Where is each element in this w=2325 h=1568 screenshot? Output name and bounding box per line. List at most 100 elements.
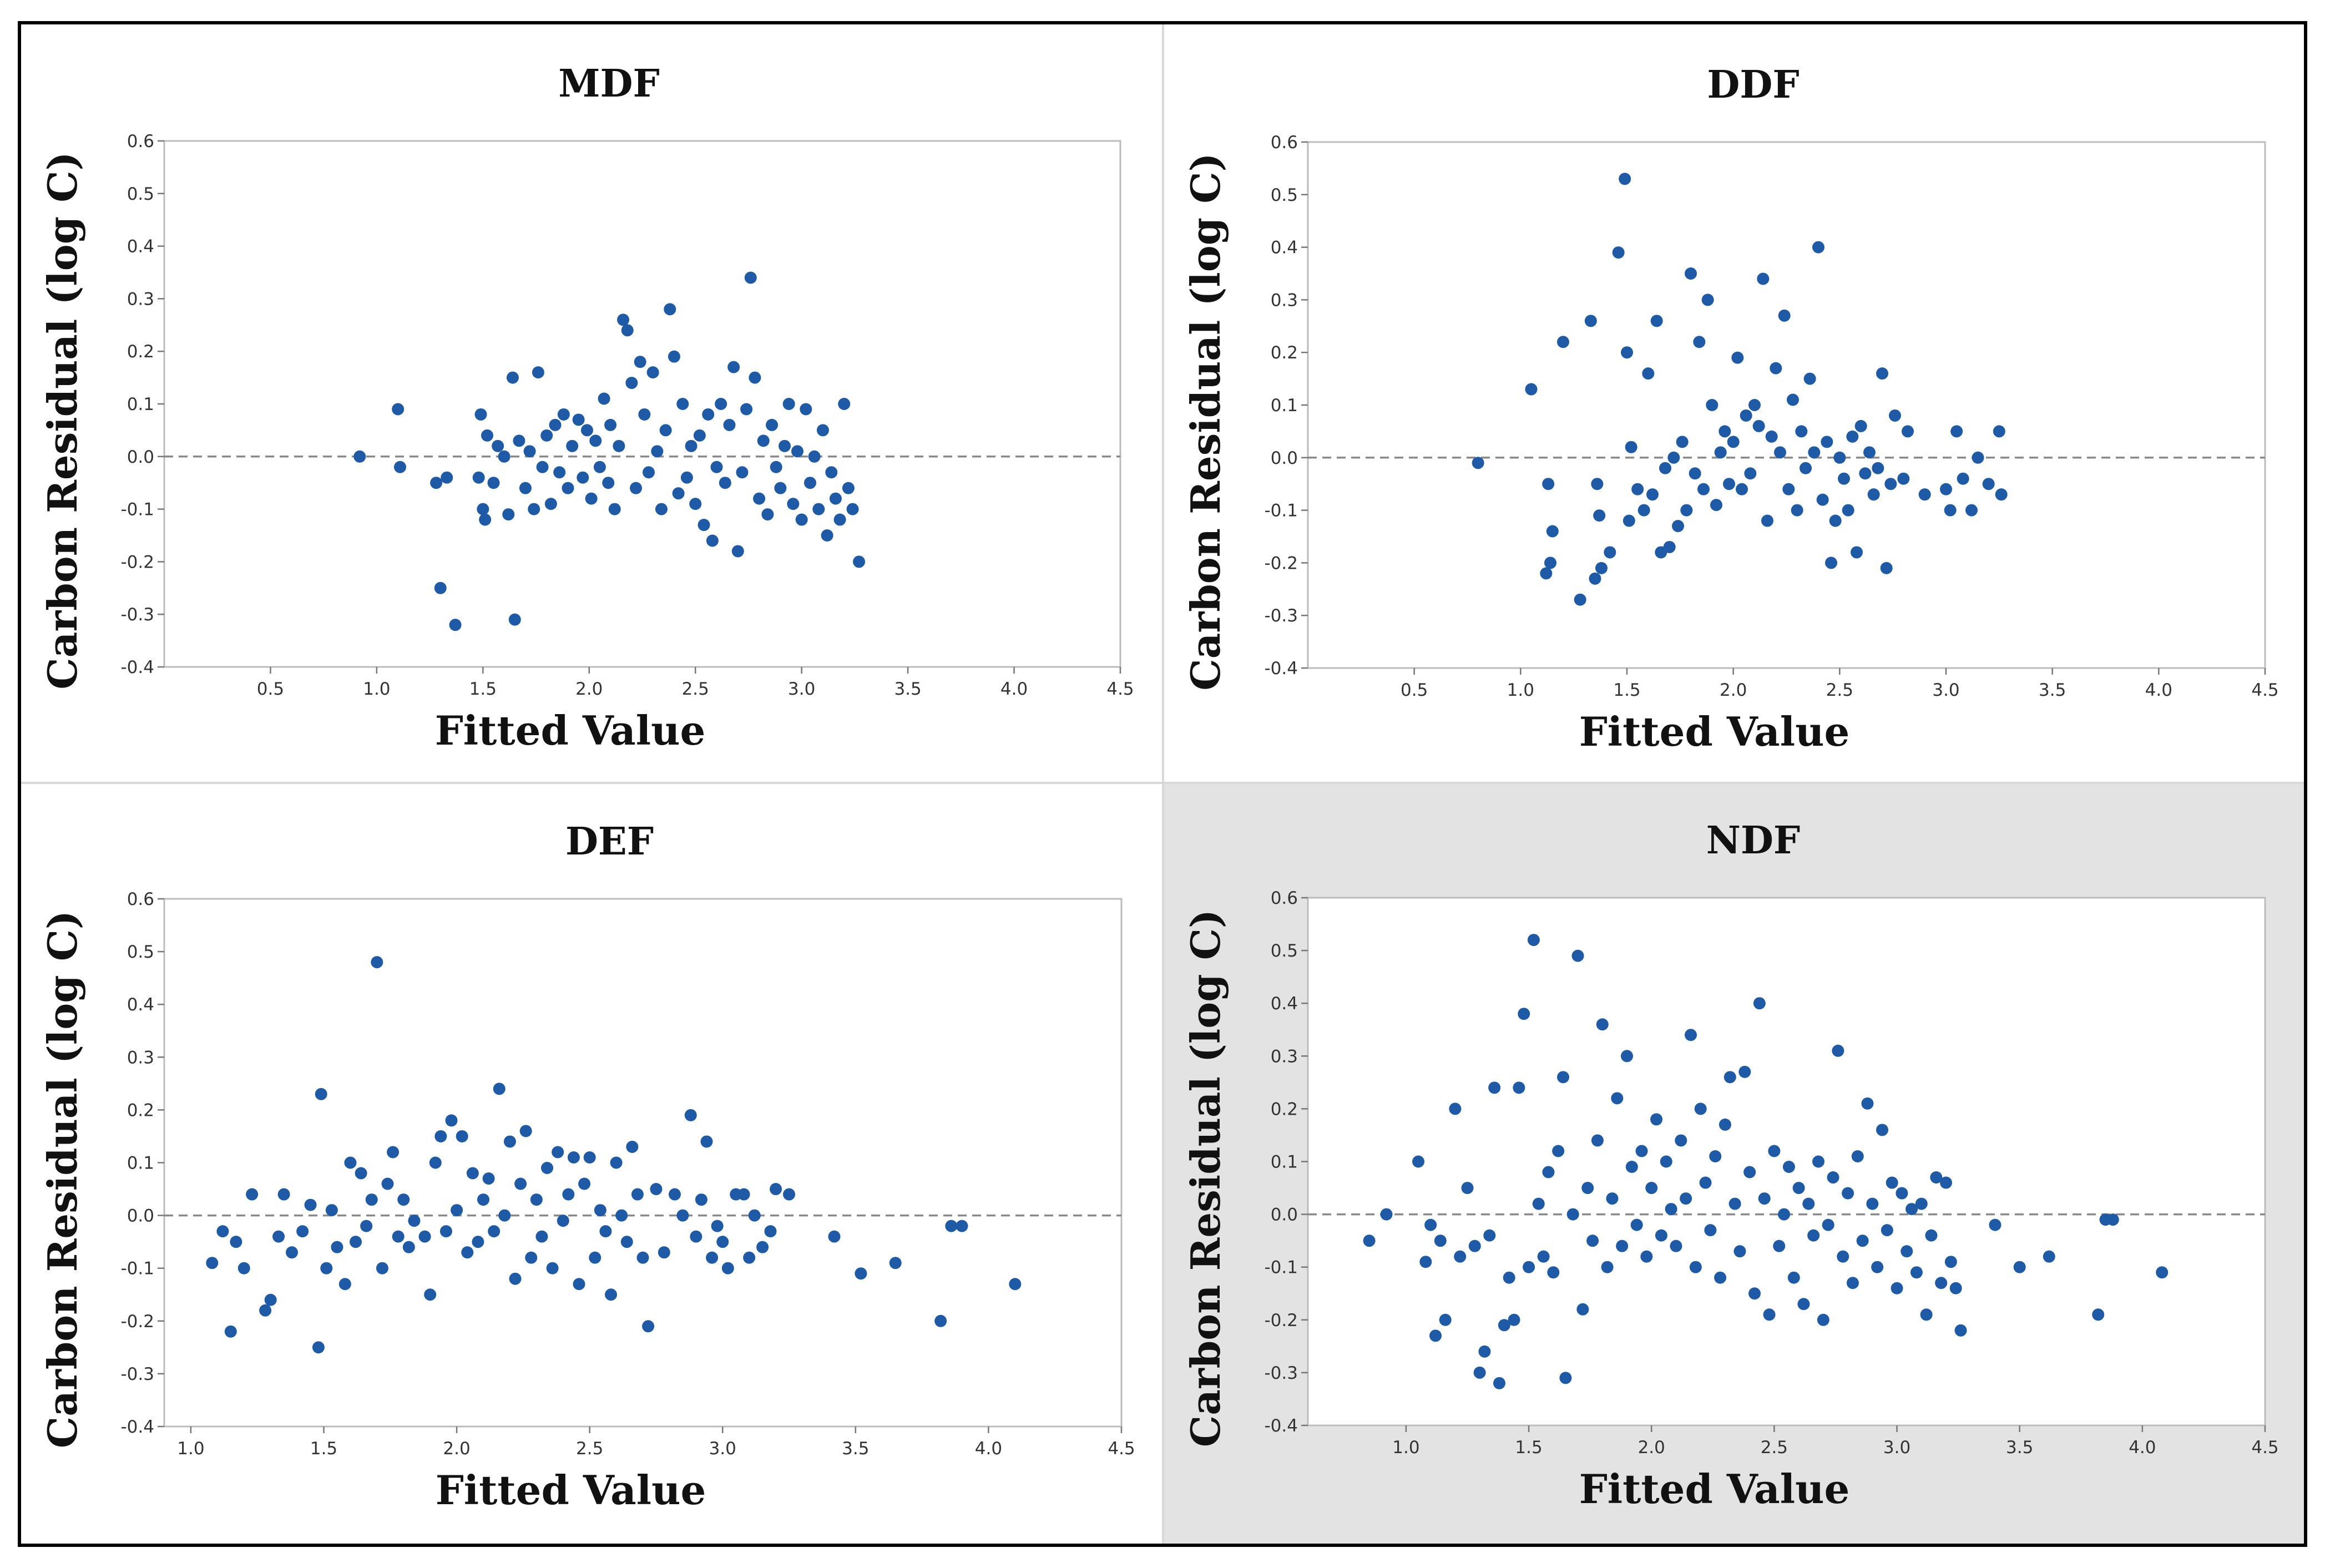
data-point (779, 439, 791, 452)
data-point (481, 429, 493, 442)
data-point (1518, 1008, 1530, 1020)
x-tick-label: 4.5 (1108, 1439, 1135, 1459)
x-tick-label: 2.5 (1761, 1438, 1788, 1458)
data-point (498, 1209, 511, 1222)
data-point (2092, 1308, 2105, 1321)
data-point (1625, 1161, 1638, 1174)
data-point (492, 439, 504, 452)
data-point (676, 398, 689, 410)
data-point (700, 1135, 713, 1148)
data-point (1842, 1187, 1854, 1200)
data-point (1833, 451, 1846, 464)
data-point (853, 555, 866, 568)
data-point (808, 450, 821, 463)
data-point (668, 350, 680, 363)
x-tick-label: 0.5 (1401, 680, 1428, 700)
data-point (1837, 1250, 1849, 1263)
data-point (889, 1257, 902, 1269)
x-tick-label: 2.5 (576, 1439, 603, 1459)
x-tick-label: 4.5 (2251, 1438, 2278, 1458)
data-point (376, 1262, 388, 1274)
y-axis-label: Carbon Residual (log C) (1182, 909, 1229, 1447)
y-tick-label: 0.2 (127, 1100, 154, 1120)
x-tick-label: 3.0 (709, 1439, 736, 1459)
x-tick-label: 3.5 (894, 679, 921, 699)
data-point (430, 477, 443, 489)
data-point (1635, 1145, 1648, 1157)
data-point (530, 1193, 543, 1206)
data-point (1544, 557, 1556, 569)
y-tick-label: 0.1 (1271, 1152, 1298, 1172)
data-point (1802, 1197, 1815, 1210)
data-point (1616, 1240, 1629, 1252)
data-point (1800, 462, 1812, 474)
data-point (503, 1135, 516, 1148)
data-point (246, 1188, 259, 1201)
plot-area (163, 140, 1121, 668)
data-point (1957, 472, 1969, 485)
data-point (658, 1246, 670, 1259)
y-tick-label: -0.2 (1265, 553, 1298, 573)
y-tick-label: -0.1 (1265, 501, 1298, 521)
x-axis-label: Fitted Value (1579, 1465, 1850, 1513)
data-point (585, 492, 598, 505)
panel-ddf: DDF -0.4 -0.3 -0.2 -0.1 0.0 0.1 0.2 0.3 0.4 0.5 0.6… (1164, 24, 2304, 784)
data-point (782, 398, 795, 410)
data-point (320, 1262, 333, 1274)
data-point (1508, 1313, 1520, 1326)
data-point (1650, 1113, 1663, 1126)
data-point (1761, 514, 1773, 527)
data-point (360, 1220, 373, 1232)
x-tick-label: 1.0 (1507, 680, 1534, 700)
data-point (1667, 451, 1680, 464)
data-point (1472, 457, 1484, 469)
data-point (552, 1146, 564, 1159)
data-point (626, 1140, 639, 1153)
data-point (1612, 246, 1625, 259)
data-point (731, 545, 744, 558)
data-point (1993, 425, 2005, 438)
data-point (1434, 1235, 1447, 1247)
data-point (523, 445, 536, 458)
y-tick-label: 0.6 (1271, 888, 1298, 908)
data-point (642, 466, 655, 479)
data-point (855, 1267, 867, 1280)
y-tick-label: 0.3 (127, 1048, 154, 1068)
data-point (638, 408, 651, 421)
data-point (451, 1204, 463, 1217)
data-point (535, 1230, 548, 1243)
data-point (237, 1262, 250, 1274)
data-point (338, 1278, 351, 1291)
data-point (1797, 1298, 1810, 1311)
figure-frame: MDF -0.4 -0.3 -0.2 -0.1 0.0 0.1 0.2 0.3 0.4 0.5 0.6… (18, 21, 2307, 1547)
data-point (1832, 1044, 1844, 1057)
data-point (315, 1088, 327, 1100)
data-point (1619, 173, 1631, 185)
data-point (1851, 1150, 1864, 1162)
data-point (541, 1162, 553, 1175)
y-tick-label: 0.1 (1271, 396, 1298, 416)
data-point (1571, 949, 1584, 962)
data-point (1778, 1208, 1791, 1221)
data-point (1454, 1250, 1467, 1263)
data-point (2156, 1266, 2169, 1279)
data-point (1944, 504, 1957, 517)
data-point (1795, 425, 1808, 438)
data-point (387, 1146, 400, 1159)
data-point (2013, 1261, 2026, 1273)
data-point (1714, 1271, 1727, 1284)
data-point (1876, 367, 1888, 380)
data-point (1527, 934, 1540, 947)
data-point (1697, 483, 1710, 495)
data-point (1557, 336, 1569, 348)
data-point (702, 408, 715, 421)
data-point (1807, 1229, 1820, 1242)
data-point (737, 1188, 750, 1201)
data-point (566, 439, 579, 452)
data-point (216, 1225, 229, 1238)
data-point (1547, 1266, 1560, 1279)
data-point (1812, 1155, 1824, 1168)
data-point (525, 1251, 538, 1264)
data-point (1596, 1018, 1609, 1031)
x-tick-label: 1.5 (1613, 680, 1640, 700)
